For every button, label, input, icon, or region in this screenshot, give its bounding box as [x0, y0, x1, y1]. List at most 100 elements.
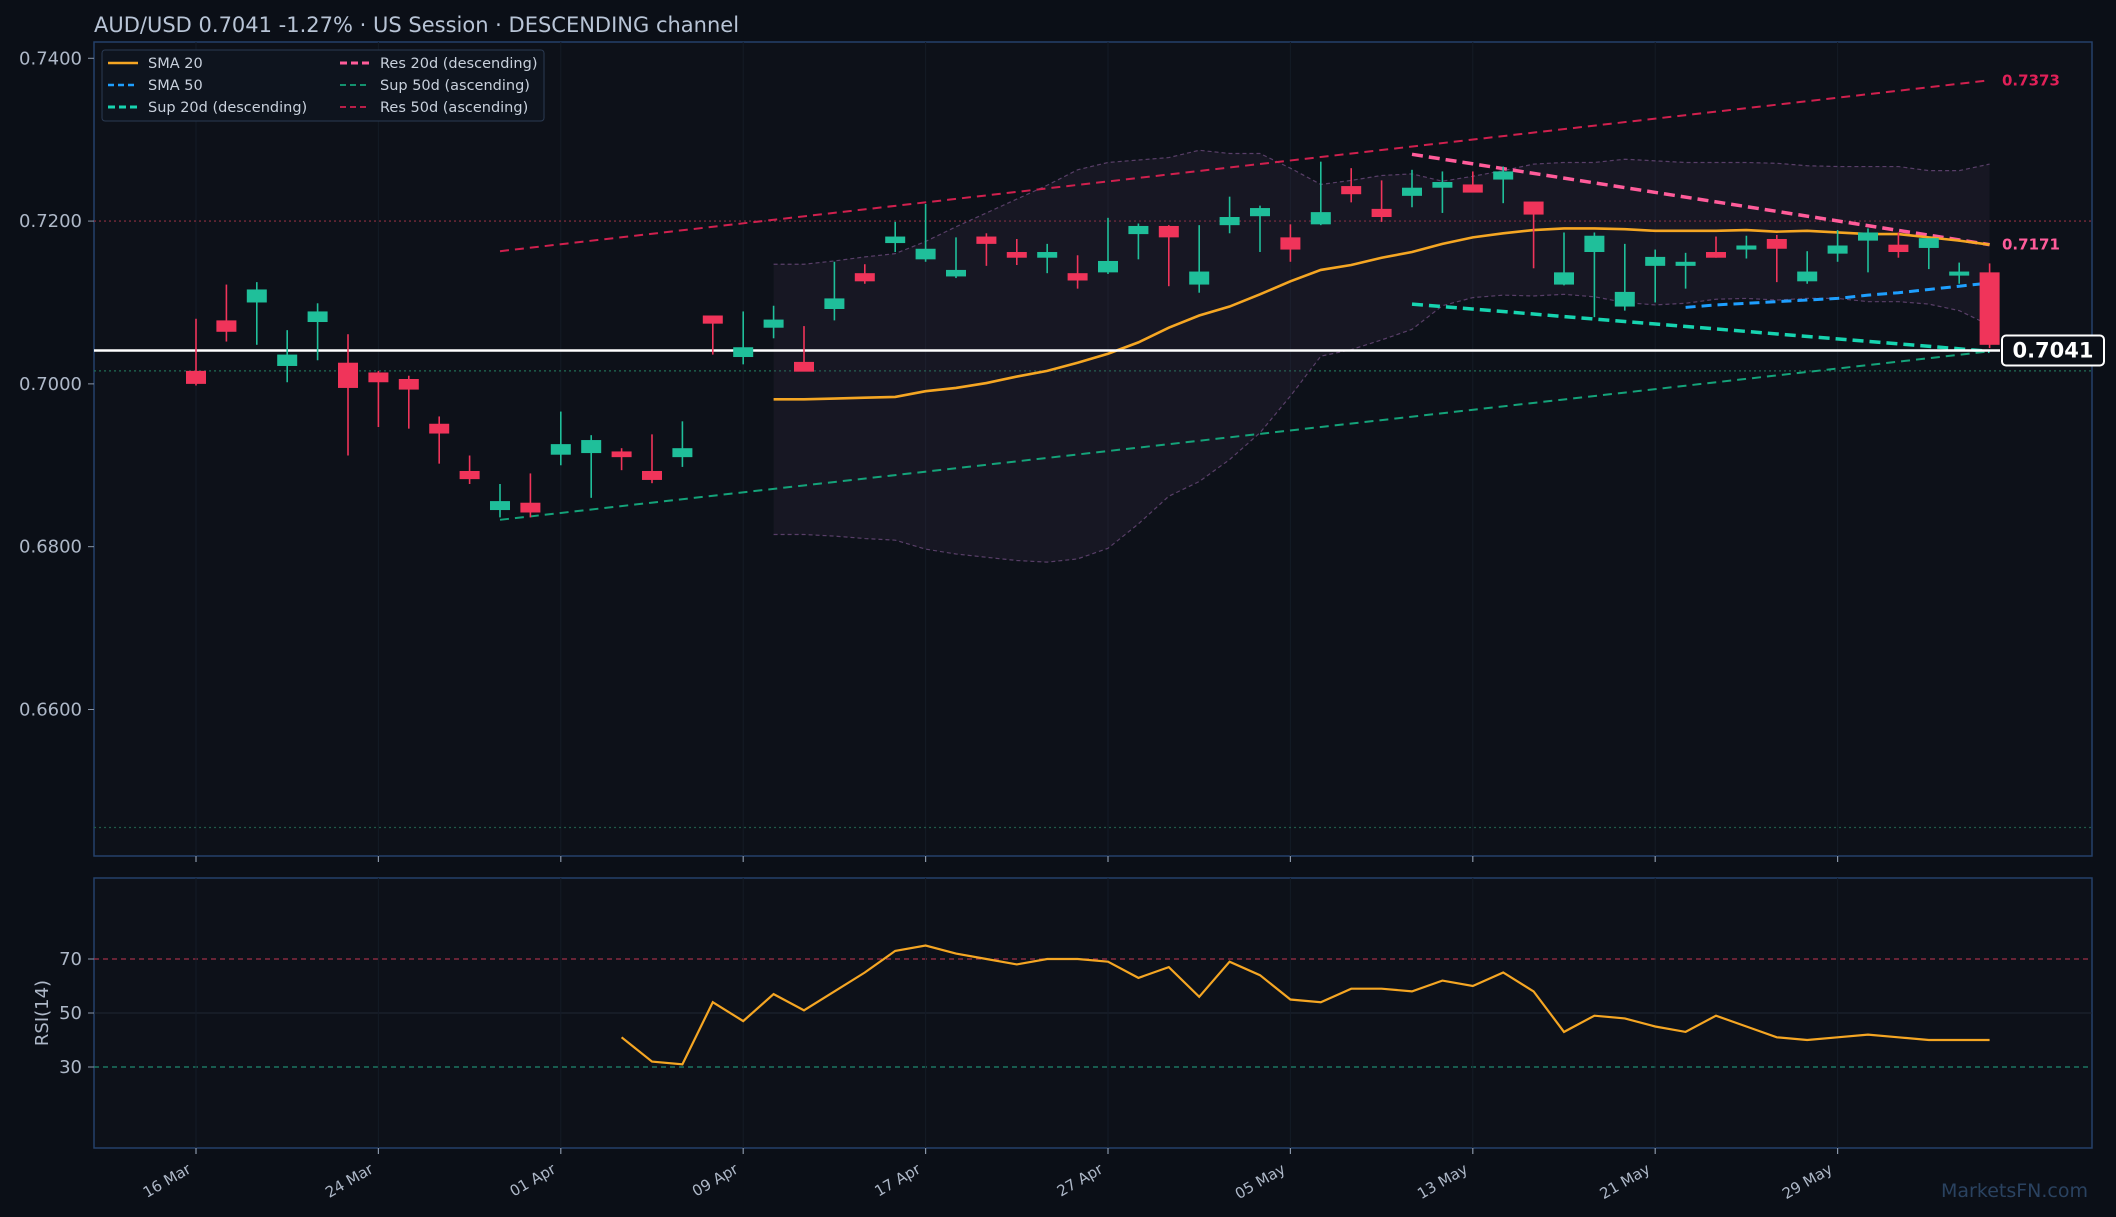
candle — [1554, 232, 1574, 286]
candle-body — [581, 440, 602, 454]
candle-body — [1675, 261, 1696, 266]
candle — [1918, 238, 1939, 270]
candle-body — [1888, 244, 1909, 253]
candle — [581, 435, 602, 498]
candle-body — [1523, 201, 1544, 215]
legend-label: Res 50d (ascending) — [380, 100, 528, 116]
candle — [307, 303, 328, 361]
candle — [216, 284, 237, 342]
candle — [824, 261, 845, 321]
candle — [1493, 166, 1514, 204]
candle — [1341, 168, 1362, 203]
candle-body — [1250, 208, 1270, 217]
candle — [1128, 223, 1149, 260]
candle-body — [824, 298, 845, 309]
candle — [885, 221, 906, 253]
candle-body — [216, 320, 237, 332]
candle-body — [976, 236, 997, 244]
legend-label: Res 20d (descending) — [380, 56, 537, 72]
bollinger-upper — [773, 149, 1990, 265]
rsi-layer: 70 50 30 — [59, 878, 2092, 1148]
candle — [368, 370, 389, 428]
candle — [429, 416, 450, 464]
candle-body — [763, 319, 784, 328]
last-price-badge — [2001, 334, 2105, 367]
last-price-value: 0.7041 — [2012, 339, 2093, 363]
candle — [1888, 232, 1909, 258]
candle — [277, 330, 298, 383]
candle-body — [338, 362, 358, 388]
y-tick-label: 0.7000 — [19, 374, 82, 395]
candle-body — [702, 315, 723, 324]
candle-body — [1493, 171, 1514, 180]
candle-body — [459, 470, 480, 480]
candle — [1614, 243, 1635, 311]
candle — [1098, 217, 1118, 274]
rsi-y-tick-label: 30 — [59, 1057, 82, 1078]
rsi-y-tick-label: 70 — [59, 949, 82, 970]
candle-body — [611, 451, 632, 458]
candle — [1402, 169, 1422, 208]
candle — [1797, 251, 1818, 284]
candle-body — [1098, 260, 1118, 273]
candle-body — [854, 273, 875, 282]
candle-body — [1614, 291, 1635, 307]
y-tick-label: 0.7400 — [19, 48, 82, 69]
legend-label: SMA 50 — [148, 78, 203, 94]
candle-body — [1554, 272, 1574, 285]
rsi-line — [620, 944, 1990, 1066]
candle-body — [1280, 237, 1301, 250]
candle-body — [1432, 182, 1453, 188]
candle-body — [1189, 271, 1210, 285]
candle — [1158, 225, 1179, 287]
candle-body — [1918, 238, 1939, 248]
trendline-res-20d-descending — [1411, 152, 1990, 247]
candle — [1432, 171, 1453, 213]
candle — [1371, 180, 1392, 222]
candle — [1250, 205, 1270, 253]
candle-body — [1858, 232, 1878, 241]
candle — [246, 282, 267, 345]
candle-body — [915, 248, 936, 260]
candle — [1706, 236, 1726, 258]
candle — [490, 484, 510, 518]
candle-body — [1706, 252, 1726, 258]
trendline-sup-20d-descending — [1411, 302, 1990, 354]
candle-body — [1037, 252, 1058, 258]
candle — [1310, 161, 1331, 226]
candle — [1979, 263, 2000, 349]
candle-body — [672, 448, 693, 458]
legend-label: Sup 50d (ascending) — [380, 78, 530, 94]
candle — [459, 455, 480, 485]
legend-label: Sup 20d (descending) — [148, 100, 307, 116]
candle-body — [550, 444, 571, 455]
candle — [1858, 228, 1878, 273]
candle-body — [307, 311, 328, 323]
candle-body — [1128, 225, 1149, 235]
candle — [1006, 238, 1027, 266]
candle — [1462, 171, 1483, 193]
bollinger-lower — [773, 293, 1990, 563]
candle-body — [1067, 273, 1088, 281]
candle — [1675, 252, 1696, 289]
candle — [1949, 262, 1970, 284]
legend-box — [101, 49, 545, 122]
y-tick-label: 0.7200 — [19, 211, 82, 232]
candle-body — [733, 347, 754, 358]
chart-title: AUD/USD 0.7041 -1.27% · US Session · DES… — [94, 13, 739, 37]
candle-body — [1949, 271, 1970, 276]
level-label-res-20d: 0.7171 — [2002, 236, 2060, 254]
candle-body — [1645, 256, 1666, 266]
candle — [611, 448, 632, 471]
candle-body — [1827, 245, 1848, 254]
y-tick-label: 0.6600 — [19, 699, 82, 720]
candle-body — [885, 236, 906, 244]
candle-body — [1371, 208, 1392, 218]
price-panel — [93, 41, 2093, 857]
candle-body — [642, 470, 662, 480]
candle-body — [490, 501, 510, 511]
candle — [702, 315, 723, 355]
candle — [1736, 235, 1757, 259]
legend-label: SMA 20 — [148, 56, 203, 72]
candle — [1037, 243, 1058, 274]
